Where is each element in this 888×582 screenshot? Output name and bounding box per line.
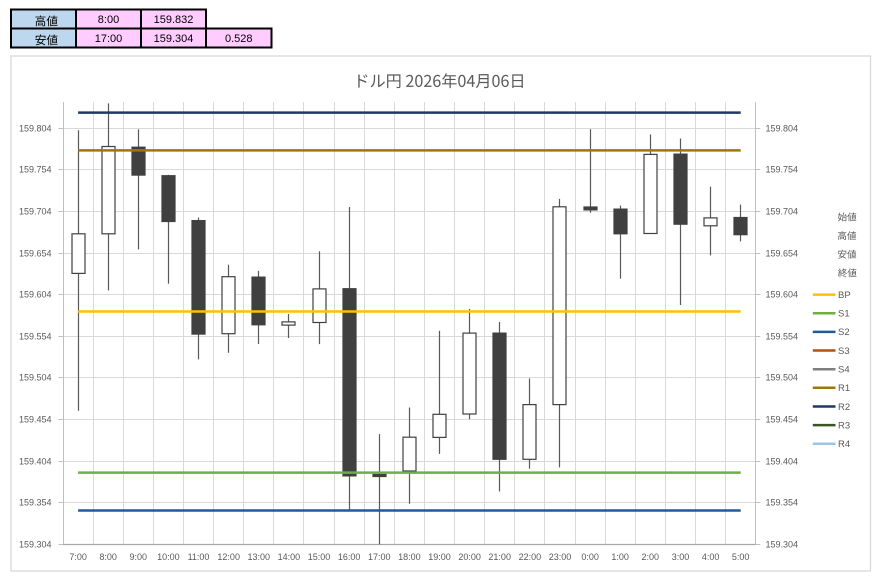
svg-text:159.754: 159.754 <box>766 165 799 175</box>
svg-text:13:00: 13:00 <box>248 552 271 562</box>
svg-text:8:00: 8:00 <box>98 14 119 26</box>
svg-text:159.454: 159.454 <box>19 415 52 425</box>
svg-text:8:00: 8:00 <box>99 552 117 562</box>
svg-text:S4: S4 <box>838 365 850 376</box>
svg-text:159.704: 159.704 <box>766 207 799 217</box>
svg-text:159.804: 159.804 <box>19 124 52 134</box>
svg-text:159.832: 159.832 <box>154 14 194 26</box>
svg-text:R3: R3 <box>838 420 850 431</box>
svg-text:0.528: 0.528 <box>225 33 253 45</box>
svg-text:159.654: 159.654 <box>766 249 799 259</box>
svg-text:18:00: 18:00 <box>398 552 421 562</box>
svg-text:14:00: 14:00 <box>278 552 301 562</box>
svg-text:159.404: 159.404 <box>19 457 52 467</box>
svg-text:159.304: 159.304 <box>154 33 194 45</box>
svg-text:4:00: 4:00 <box>702 552 720 562</box>
svg-text:159.604: 159.604 <box>19 290 52 300</box>
svg-text:S2: S2 <box>838 327 850 338</box>
svg-text:R2: R2 <box>838 402 850 413</box>
svg-text:159.454: 159.454 <box>766 415 799 425</box>
svg-text:BP: BP <box>838 290 851 301</box>
svg-text:10:00: 10:00 <box>157 552 180 562</box>
svg-text:9:00: 9:00 <box>130 552 148 562</box>
svg-text:23:00: 23:00 <box>549 552 572 562</box>
svg-text:159.804: 159.804 <box>766 124 799 134</box>
svg-text:159.504: 159.504 <box>766 373 799 383</box>
svg-text:R4: R4 <box>838 439 850 450</box>
svg-text:17:00: 17:00 <box>368 552 391 562</box>
svg-text:21:00: 21:00 <box>488 552 511 562</box>
svg-text:159.304: 159.304 <box>766 540 799 550</box>
svg-text:16:00: 16:00 <box>338 552 361 562</box>
svg-text:S3: S3 <box>838 346 850 357</box>
svg-text:20:00: 20:00 <box>458 552 481 562</box>
svg-text:159.554: 159.554 <box>19 332 52 342</box>
svg-text:3:00: 3:00 <box>672 552 690 562</box>
svg-text:159.754: 159.754 <box>19 165 52 175</box>
svg-text:12:00: 12:00 <box>217 552 240 562</box>
svg-text:11:00: 11:00 <box>188 552 210 562</box>
svg-text:0:00: 0:00 <box>581 552 599 562</box>
svg-text:159.604: 159.604 <box>766 290 799 300</box>
svg-text:19:00: 19:00 <box>428 552 451 562</box>
svg-text:5:00: 5:00 <box>732 552 750 562</box>
svg-text:159.654: 159.654 <box>19 249 52 259</box>
svg-text:159.554: 159.554 <box>766 332 799 342</box>
svg-text:22:00: 22:00 <box>519 552 542 562</box>
svg-text:1:00: 1:00 <box>611 552 629 562</box>
svg-text:159.354: 159.354 <box>766 498 799 508</box>
svg-text:159.404: 159.404 <box>766 457 799 467</box>
svg-text:2:00: 2:00 <box>642 552 660 562</box>
svg-text:15:00: 15:00 <box>308 552 331 562</box>
svg-text:S1: S1 <box>838 309 850 320</box>
svg-text:159.504: 159.504 <box>19 373 52 383</box>
svg-text:159.304: 159.304 <box>19 540 52 550</box>
svg-text:159.704: 159.704 <box>19 207 52 217</box>
svg-text:159.354: 159.354 <box>19 498 52 508</box>
svg-text:R1: R1 <box>838 383 850 394</box>
svg-text:7:00: 7:00 <box>69 552 87 562</box>
svg-text:17:00: 17:00 <box>95 33 123 45</box>
